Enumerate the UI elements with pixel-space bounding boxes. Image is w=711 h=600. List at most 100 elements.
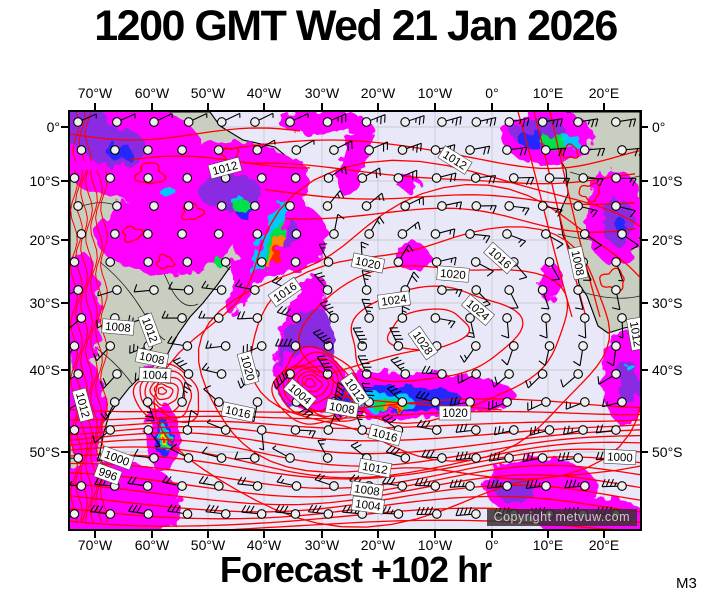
wind-barb-station xyxy=(421,449,447,463)
weather-map: 1012 1012 1016 1008 1020 1020 1024 1024 1028 1016… xyxy=(68,110,642,531)
wind-barb-station xyxy=(201,280,227,295)
pressure-label: 1000 xyxy=(603,448,637,466)
wind-barb-station xyxy=(397,142,422,155)
pressure-label: 1008 xyxy=(567,245,589,281)
wind-barb-station xyxy=(314,473,339,491)
wind-barb-station xyxy=(290,257,301,267)
wind-barb-station xyxy=(203,385,224,407)
wind-barb-station xyxy=(206,418,231,435)
wind-barb-station xyxy=(316,355,333,379)
wind-barb-station xyxy=(361,114,386,127)
wind-barb-station xyxy=(544,173,571,186)
lat-label-right: 20°S xyxy=(652,232,683,248)
wind-barb-station xyxy=(319,300,339,323)
lon-tick-bottom xyxy=(377,531,379,538)
lon-tick-bottom xyxy=(151,531,153,538)
wind-barb-station xyxy=(182,409,198,435)
lon-tick-top xyxy=(547,103,549,110)
lat-label-left: 0° xyxy=(46,119,60,135)
wind-barb-station xyxy=(205,340,231,351)
wind-barb-station xyxy=(112,201,122,211)
wind-barb-station xyxy=(276,475,302,491)
wind-barb-station xyxy=(213,229,224,239)
wind-barb-station xyxy=(431,172,457,183)
wind-barb-station xyxy=(578,173,604,187)
wind-barb-station xyxy=(430,228,456,239)
wind-barb-station xyxy=(70,313,87,329)
wind-barb-station xyxy=(488,397,512,411)
model-code-label: M3 xyxy=(676,575,697,592)
pressure-label: 1008 xyxy=(324,398,360,418)
wind-barb-station xyxy=(167,504,193,519)
wind-barb-station xyxy=(459,341,481,363)
wind-barb-station xyxy=(252,139,276,155)
wind-barb-station xyxy=(182,173,193,183)
wind-barb-station xyxy=(183,201,194,211)
wind-barb-station xyxy=(385,445,411,463)
precip-blob xyxy=(261,221,285,269)
precip-blob xyxy=(337,118,373,196)
wind-barb-station xyxy=(491,369,514,388)
wind-barb-station xyxy=(414,478,441,491)
wind-barb-station xyxy=(602,397,627,408)
wind-barb-station xyxy=(216,201,227,211)
wind-barb-station xyxy=(99,369,122,390)
wind-barb-station xyxy=(291,139,315,155)
pressure-label: 1024 xyxy=(377,290,411,310)
wind-barb-station xyxy=(437,116,462,127)
lon-label-top: 10°E xyxy=(532,85,564,101)
wind-barb-station xyxy=(142,229,153,239)
wind-barb-station xyxy=(431,256,457,267)
forecast-hour-label: Forecast +102 hr xyxy=(219,549,492,590)
lat-tick-left xyxy=(61,126,68,128)
wind-barb-station xyxy=(70,341,80,355)
wind-barb-station xyxy=(455,506,481,519)
lon-label-top: 70°W xyxy=(77,85,113,101)
wind-barb-station xyxy=(76,229,87,239)
wind-barb-station xyxy=(329,140,353,155)
lon-label-bottom: 30°W xyxy=(304,537,340,553)
lat-label-right: 10°S xyxy=(652,173,683,189)
wind-barb-station xyxy=(291,229,302,239)
wind-barb-station xyxy=(381,476,408,491)
lon-label-bottom: 20°E xyxy=(588,537,620,553)
wind-barb-station xyxy=(527,397,551,411)
wind-barb-station xyxy=(501,313,512,339)
wind-barb-station xyxy=(352,327,368,351)
wind-barb-station xyxy=(177,381,192,407)
wind-barb-station xyxy=(504,117,530,127)
wind-barb-station xyxy=(133,284,159,295)
lon-tick-top xyxy=(603,103,605,110)
wind-barb-station xyxy=(110,145,120,155)
wind-barb-station xyxy=(236,311,263,323)
wind-barb-station xyxy=(256,173,267,183)
svg-text:1008: 1008 xyxy=(568,249,585,277)
wind-barb-station xyxy=(400,115,425,127)
wind-barb-station xyxy=(322,190,345,211)
lat-tick-right xyxy=(641,302,648,304)
lon-tick-top xyxy=(151,103,153,110)
precip-blob xyxy=(495,478,535,502)
pressure-label: 1008 xyxy=(101,318,135,336)
wind-barb-station xyxy=(256,257,267,267)
wind-barb-station xyxy=(430,313,456,329)
wind-barb-station xyxy=(70,480,87,491)
wind-barb-station xyxy=(525,369,548,389)
wind-barb-station xyxy=(276,305,302,323)
svg-text:1004: 1004 xyxy=(354,498,382,514)
wind-barb-station xyxy=(361,269,372,295)
wind-barb-station xyxy=(112,113,136,127)
lon-label-bottom: 10°W xyxy=(417,537,453,553)
wind-barb-station xyxy=(397,221,421,239)
lon-label-top: 60°W xyxy=(134,85,170,101)
wind-barb-station xyxy=(143,173,153,183)
wind-barb-station xyxy=(455,451,481,463)
wind-barb-station xyxy=(416,419,442,435)
svg-text:1008: 1008 xyxy=(328,401,355,417)
lon-label-bottom: 50°W xyxy=(190,537,226,553)
svg-text:1020: 1020 xyxy=(442,408,468,420)
lon-label-bottom: 0° xyxy=(485,537,499,553)
